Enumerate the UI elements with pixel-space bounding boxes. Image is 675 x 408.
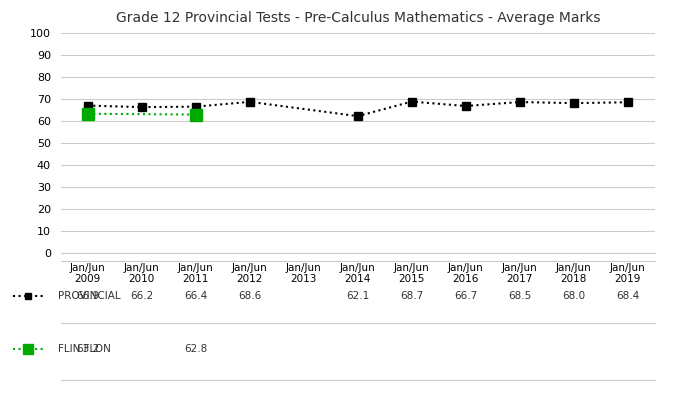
Text: PROVINCIAL: PROVINCIAL: [58, 291, 120, 302]
PROVINCIAL: [354, 114, 362, 119]
PROVINCIAL: [516, 100, 524, 104]
Line: FLIN FLON: FLIN FLON: [82, 107, 202, 121]
PROVINCIAL: [570, 101, 578, 106]
Text: 66.7: 66.7: [454, 291, 477, 302]
Text: 68.0: 68.0: [562, 291, 585, 302]
Title: Grade 12 Provincial Tests - Pre-Calculus Mathematics - Average Marks: Grade 12 Provincial Tests - Pre-Calculus…: [115, 11, 600, 24]
Text: 66.4: 66.4: [184, 291, 207, 302]
Text: FLIN FLON: FLIN FLON: [58, 344, 111, 354]
Text: 62.8: 62.8: [184, 344, 207, 354]
PROVINCIAL: [138, 105, 146, 110]
Text: 66.2: 66.2: [130, 291, 153, 302]
Line: PROVINCIAL: PROVINCIAL: [84, 98, 632, 120]
Text: 63.2: 63.2: [76, 344, 99, 354]
PROVINCIAL: [624, 100, 632, 105]
Text: 68.6: 68.6: [238, 291, 261, 302]
PROVINCIAL: [192, 104, 200, 109]
Text: 66.9: 66.9: [76, 291, 99, 302]
PROVINCIAL: [408, 99, 416, 104]
PROVINCIAL: [246, 100, 254, 104]
PROVINCIAL: [84, 103, 92, 108]
Text: 68.4: 68.4: [616, 291, 639, 302]
FLIN FLON: [84, 111, 92, 116]
Text: 68.7: 68.7: [400, 291, 423, 302]
Text: 62.1: 62.1: [346, 291, 369, 302]
PROVINCIAL: [462, 104, 470, 109]
FLIN FLON: [192, 112, 200, 117]
Text: 68.5: 68.5: [508, 291, 531, 302]
